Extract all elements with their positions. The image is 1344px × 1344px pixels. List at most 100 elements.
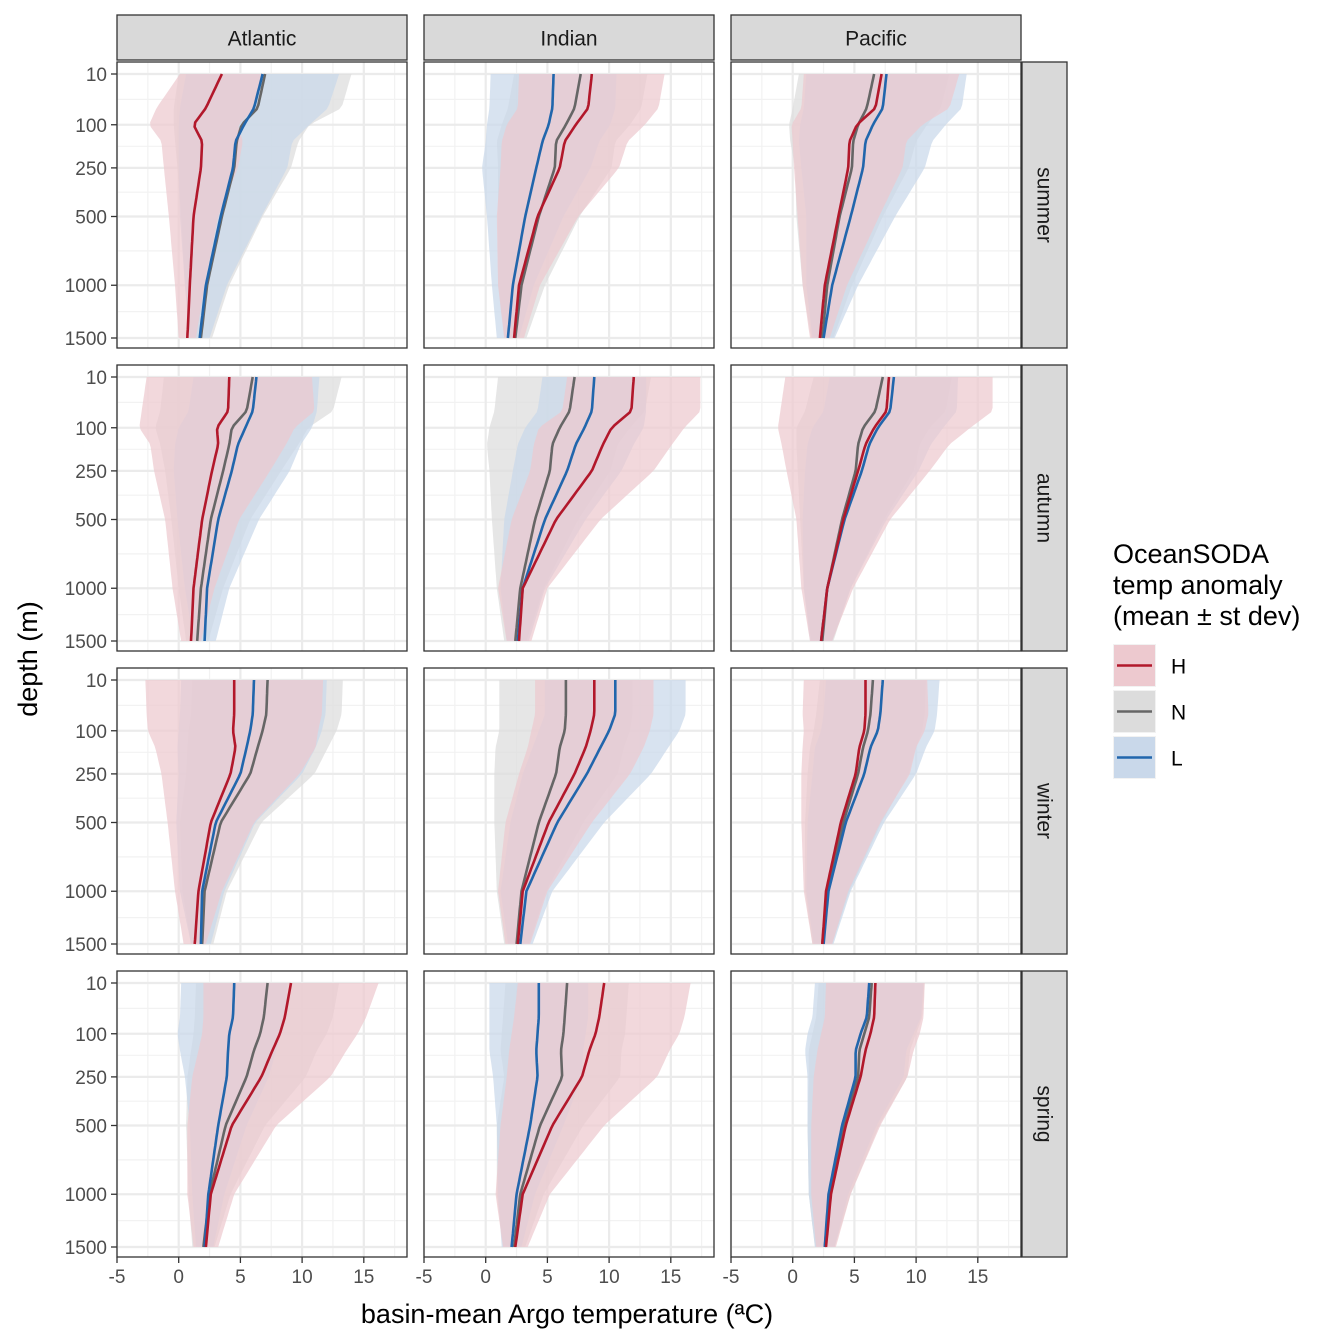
panel-pacific-summer (729, 61, 1022, 349)
panel-plot-area (489, 982, 691, 1248)
ribbon-H (187, 983, 379, 1247)
mean-line-H (193, 680, 237, 945)
y-axis-row-summer: 10 100 250 500 1000 1500 (65, 65, 117, 350)
y-tick-label: 10 (86, 368, 107, 389)
panel-atlantic-winter (115, 667, 408, 955)
strip-label: spring (1033, 1085, 1056, 1142)
panel-border (116, 364, 408, 652)
x-tick-label: 15 (660, 1267, 681, 1288)
strip-background (423, 14, 715, 61)
panel-border (730, 364, 1022, 652)
row-strip-winter: winter (1021, 667, 1068, 955)
y-axis-row-winter: 10 100 250 500 1000 1500 (65, 671, 117, 956)
row-strip-spring: spring (1021, 970, 1068, 1258)
y-tick-label: 250 (75, 1068, 107, 1089)
ribbon-H (498, 377, 701, 641)
panel-plot-area (145, 679, 343, 945)
ribbon-H (791, 74, 960, 338)
mean-line-L (823, 982, 871, 1248)
ribbon-H (496, 74, 665, 338)
panel-border (423, 364, 715, 652)
mean-line-H (514, 982, 606, 1248)
x-tick-label: 5 (235, 1267, 246, 1288)
y-tick-label: 100 (75, 419, 107, 440)
x-axes: -5 0 5 10 15 -5 0 5 10 15 -5 0 5 10 15 (109, 1257, 988, 1288)
panel-indian-summer (422, 61, 715, 349)
y-tick-label: 10 (86, 974, 107, 995)
panel-plot-area (789, 73, 967, 339)
y-tick-label: 500 (75, 1117, 107, 1138)
mean-line-L (822, 679, 885, 945)
legend-key-N: N (1113, 690, 1186, 733)
mean-line-H (818, 73, 883, 339)
mean-line-H (186, 73, 224, 339)
mean-line-L (198, 73, 264, 339)
mean-line-L (203, 982, 236, 1248)
panel-border (730, 667, 1022, 955)
column-strip-indian: Indian (423, 14, 715, 61)
mean-line-L (510, 983, 541, 1248)
panel-plot-area (139, 376, 342, 642)
panel-atlantic-autumn (115, 364, 408, 652)
legend: OceanSODA temp anomaly (mean ± st dev) H… (1113, 539, 1300, 779)
y-tick-label: 1500 (65, 1238, 107, 1259)
x-tick-label: 15 (967, 1267, 988, 1288)
mean-line-H (819, 376, 891, 642)
ribbon-H (145, 680, 324, 944)
mean-line-L (199, 679, 256, 945)
y-tick-label: 500 (75, 208, 107, 229)
mean-line-L (822, 73, 888, 339)
panel-plot-area (805, 982, 925, 1248)
y-tick-label: 500 (75, 511, 107, 532)
x-tick-label: 10 (599, 1267, 620, 1288)
panel-plot-area (177, 982, 379, 1248)
legend-key-L: L (1113, 736, 1183, 779)
panel-atlantic-summer (115, 61, 408, 349)
mean-line-H (189, 376, 231, 642)
y-tick-label: 1500 (65, 632, 107, 653)
x-tick-label: -5 (109, 1267, 126, 1288)
x-tick-label: 0 (787, 1267, 798, 1288)
legend-key-label: N (1171, 702, 1186, 725)
strip-label: winter (1033, 782, 1056, 839)
panel-pacific-winter (729, 667, 1022, 955)
x-tick-label: -5 (416, 1267, 433, 1288)
y-tick-label: 1500 (65, 935, 107, 956)
y-tick-label: 10 (86, 65, 107, 86)
mean-line-N (514, 376, 576, 642)
y-tick-label: 100 (75, 722, 107, 743)
mean-line-H (516, 680, 596, 945)
y-tick-label: 1000 (65, 882, 107, 903)
mean-line-H (204, 982, 293, 1248)
mean-line-H (824, 982, 877, 1248)
x-tick-label: 15 (353, 1267, 374, 1288)
legend-keys: HNL (1113, 644, 1186, 779)
strip-label: Indian (540, 28, 597, 51)
mean-line-L (506, 73, 555, 339)
legend-title-line-1: OceanSODA (1113, 539, 1269, 569)
panel-pacific-autumn (729, 364, 1022, 652)
panel-indian-spring (422, 970, 715, 1258)
panel-pacific-spring (729, 970, 1022, 1258)
y-tick-label: 1500 (65, 329, 107, 350)
x-tick-label: -5 (723, 1267, 740, 1288)
column-facet-strips: Atlantic Indian Pacific (116, 14, 1022, 61)
y-tick-label: 1000 (65, 1185, 107, 1206)
strip-background (1021, 667, 1068, 955)
row-strip-summer: summer (1021, 61, 1068, 349)
column-strip-pacific: Pacific (730, 14, 1022, 61)
panel-plot-area (801, 679, 940, 945)
strip-label: Pacific (845, 28, 907, 51)
panel-plot-area (778, 376, 993, 642)
strip-label: autumn (1033, 473, 1056, 543)
legend-key-H: H (1113, 644, 1186, 687)
strip-background (1021, 61, 1068, 349)
panel-indian-autumn (422, 364, 715, 652)
x-tick-label: 5 (849, 1267, 860, 1288)
panel-plot-area (494, 680, 686, 945)
panel-border (116, 667, 408, 955)
ribbon-H (498, 680, 654, 944)
legend-key-label: H (1171, 656, 1186, 679)
x-axis-title: basin-mean Argo temperature (ªC) (361, 1299, 773, 1329)
